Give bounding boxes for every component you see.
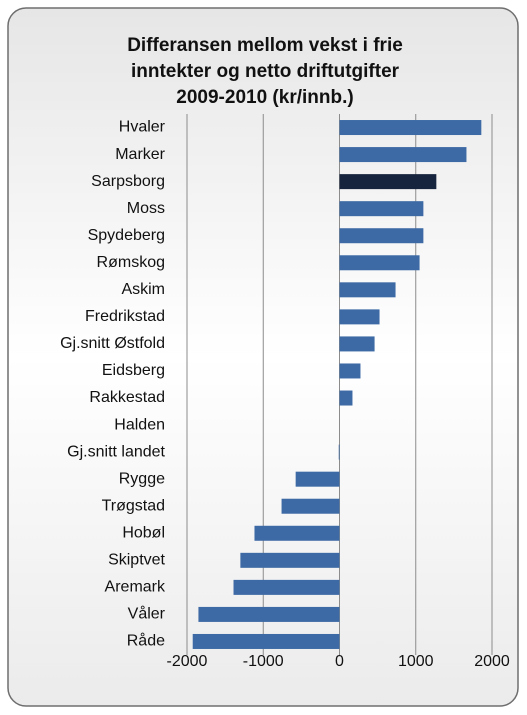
x-tick-label: 0 [335,653,344,670]
x-tick-label: 2000 [474,653,510,670]
bar [339,309,380,325]
bar [281,498,340,514]
chart-title: Differansen mellom vekst i frie [127,35,403,56]
y-tick-label: Våler [128,605,166,623]
x-tick-label: 1000 [398,653,434,670]
bar [339,282,396,298]
bar [338,444,340,460]
bar [339,174,437,190]
x-tick-label: -1000 [243,653,284,670]
y-tick-label: Halden [114,416,165,433]
bar [339,147,467,163]
chart-title: 2009-2010 (kr/innb.) [176,87,353,108]
bar [198,606,340,622]
y-tick-label: Rygge [119,470,165,487]
y-tick-label: Gj.snitt Østfold [60,335,165,352]
x-tick-label: -2000 [167,653,208,670]
y-tick-label: Rakkestad [89,389,165,406]
y-tick-label: Fredrikstad [85,308,165,325]
bar [254,525,340,541]
bar [339,120,482,136]
bar [192,633,340,649]
y-tick-label: Eidsberg [102,362,165,379]
y-tick-label: Sarpsborg [91,173,165,190]
bar [339,336,375,352]
y-tick-label: Skiptvet [108,552,165,569]
bar [240,552,340,568]
y-tick-label: Spydeberg [88,227,165,244]
bar [339,363,361,379]
y-tick-label: Gj.snitt landet [67,443,165,460]
bar [233,579,340,595]
bar [339,390,353,406]
y-tick-label: Aremark [105,579,166,596]
y-tick-label: Trøgstad [102,497,165,514]
bar [339,228,424,244]
y-tick-label: Askim [121,281,165,298]
y-tick-label: Marker [115,146,165,163]
y-tick-label: Råde [127,632,165,650]
y-tick-label: Moss [127,200,165,217]
bar [339,255,420,271]
bar [339,201,424,217]
y-tick-label: Hvaler [119,119,166,136]
y-tick-label: Hobøl [122,524,165,541]
bar [295,471,340,487]
y-tick-label: Rømskog [97,254,165,271]
chart-title: inntekter og netto driftutgifter [131,61,400,82]
